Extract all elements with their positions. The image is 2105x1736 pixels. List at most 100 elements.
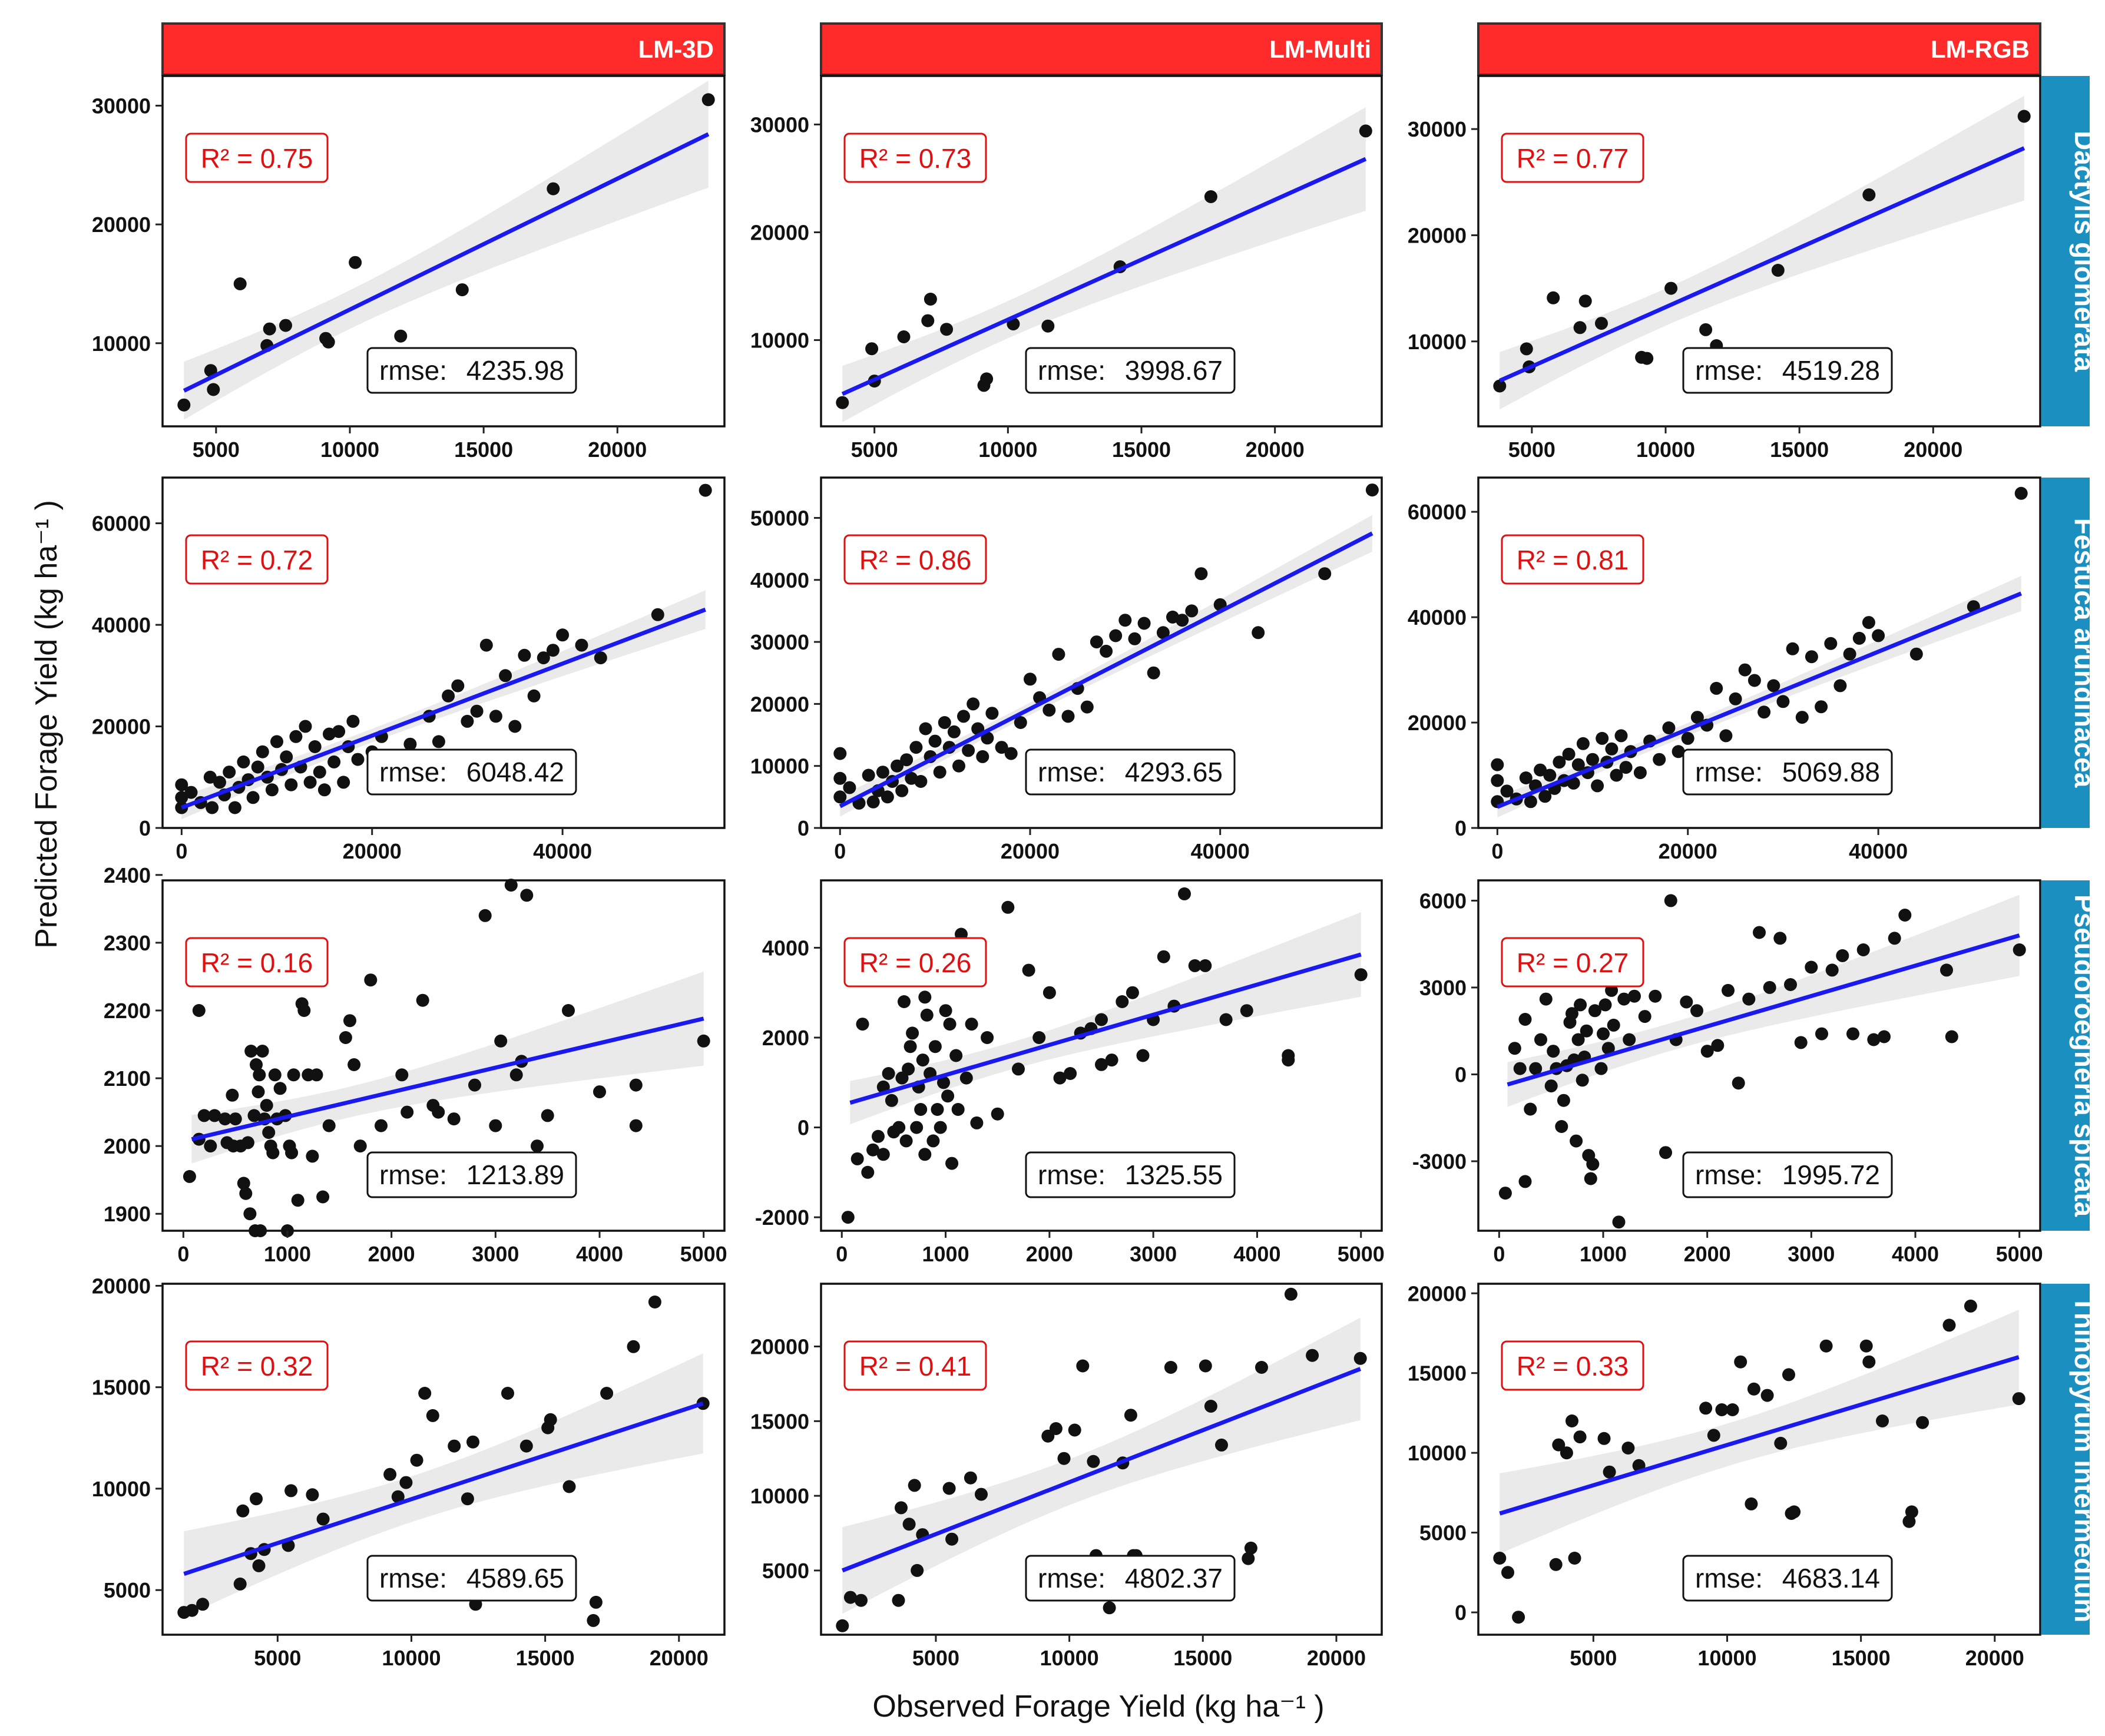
data-point xyxy=(911,1563,924,1577)
data-point xyxy=(1124,1409,1137,1422)
y-tick-label: 2200 xyxy=(104,999,151,1023)
x-tick-label: 10000 xyxy=(1697,1646,1756,1670)
r2-box xyxy=(843,1340,987,1391)
rmse-label: rmse: xyxy=(1038,1563,1106,1593)
data-point xyxy=(1565,1414,1578,1427)
data-point xyxy=(322,335,335,349)
data-point xyxy=(1758,705,1771,719)
r2-label: R² = 0.81 xyxy=(1517,545,1629,575)
x-tick-label: 4000 xyxy=(1892,1242,1939,1266)
data-point xyxy=(1591,779,1604,793)
data-point xyxy=(489,710,502,723)
data-point xyxy=(1734,1355,1747,1369)
panel-border xyxy=(161,879,726,1232)
y-tick-label: 10000 xyxy=(750,1484,809,1508)
data-point xyxy=(284,1484,298,1498)
data-point xyxy=(892,1121,906,1134)
confidence-band xyxy=(184,81,709,420)
y-tick-label: 0 xyxy=(1455,816,1467,840)
data-point xyxy=(856,1018,869,1031)
data-point xyxy=(1601,1042,1615,1055)
rmse-value: 4589.65 xyxy=(466,1563,564,1593)
x-tick-label: 5000 xyxy=(1338,1242,1385,1266)
data-point xyxy=(1945,1030,1958,1043)
data-point xyxy=(2013,943,2026,956)
data-point xyxy=(426,1409,439,1422)
data-point xyxy=(250,1492,263,1506)
x-tick-label: 15000 xyxy=(1112,438,1171,462)
data-point xyxy=(208,1109,221,1122)
data-point xyxy=(1353,1351,1367,1365)
data-point xyxy=(910,1121,924,1134)
rmse-label: rmse: xyxy=(379,757,447,787)
rmse-box xyxy=(366,347,577,394)
data-point xyxy=(1568,1552,1581,1565)
scatter-panel: 5000 10000 15000 20000 5000 10000 15000 20000 R²… xyxy=(92,1274,726,1670)
data-point xyxy=(337,776,350,789)
data-point xyxy=(1878,1030,1891,1043)
y-tick-label: 0 xyxy=(797,816,809,840)
data-point xyxy=(266,1146,280,1159)
data-point xyxy=(964,1471,977,1485)
data-point xyxy=(1562,747,1576,761)
panel-border xyxy=(820,476,1383,829)
r2-label: R² = 0.77 xyxy=(1517,143,1629,174)
x-tick-label: 20000 xyxy=(1307,1646,1366,1670)
regression-line xyxy=(1499,1355,2020,1516)
data-point xyxy=(843,781,856,794)
data-point xyxy=(237,755,250,768)
data-point xyxy=(1513,1062,1527,1075)
data-point xyxy=(902,1518,916,1531)
r2-label: R² = 0.16 xyxy=(201,947,313,978)
y-tick-label: 20000 xyxy=(1408,711,1467,735)
data-point xyxy=(1776,695,1790,708)
rmse-box xyxy=(1682,1555,1893,1602)
confidence-band xyxy=(1500,95,2024,410)
r2-box xyxy=(185,132,329,183)
data-point xyxy=(229,1112,242,1126)
data-point xyxy=(1571,758,1585,771)
data-point xyxy=(981,731,994,745)
data-point xyxy=(1255,1361,1268,1374)
data-point xyxy=(1014,716,1027,729)
data-point xyxy=(1534,763,1547,777)
x-tick-label: 5000 xyxy=(254,1646,301,1670)
y-tick-label: 4000 xyxy=(762,936,809,960)
r2-box xyxy=(1501,1340,1644,1391)
data-point xyxy=(629,1078,643,1092)
rmse-value: 6048.42 xyxy=(466,757,564,787)
data-point xyxy=(967,697,980,711)
data-point xyxy=(1194,567,1208,581)
data-point xyxy=(1493,379,1507,393)
data-point xyxy=(196,1598,210,1611)
x-tick-label: 0 xyxy=(176,839,187,863)
data-point xyxy=(841,1211,855,1224)
data-point xyxy=(1199,959,1212,972)
data-point xyxy=(303,776,317,789)
data-point xyxy=(1042,986,1056,999)
data-point xyxy=(1491,774,1504,787)
data-point xyxy=(600,1387,614,1400)
x-tick-label: 10000 xyxy=(1636,438,1695,462)
data-point xyxy=(1076,1359,1090,1373)
data-point xyxy=(701,93,715,107)
data-point xyxy=(310,1068,323,1082)
data-point xyxy=(1862,188,1876,201)
data-point xyxy=(1747,674,1761,687)
species-strip: Thinopyrum intermedium xyxy=(2041,1284,2100,1635)
x-tick-label: 2000 xyxy=(1026,1242,1073,1266)
rmse-label: rmse: xyxy=(1038,1159,1106,1190)
data-point xyxy=(410,1453,423,1467)
data-point xyxy=(1565,1007,1578,1021)
x-tick-label: 4000 xyxy=(1233,1242,1280,1266)
x-tick-label: 1000 xyxy=(264,1242,311,1266)
r2-label: R² = 0.27 xyxy=(1517,947,1629,978)
data-point xyxy=(285,1146,299,1159)
y-tick-label: 0 xyxy=(1455,1062,1467,1086)
r2-box xyxy=(843,132,987,183)
rmse-box xyxy=(1682,748,1893,796)
data-point xyxy=(265,783,279,797)
data-point xyxy=(1534,1033,1547,1046)
confidence-band xyxy=(1500,1310,2019,1554)
data-point xyxy=(256,745,269,758)
